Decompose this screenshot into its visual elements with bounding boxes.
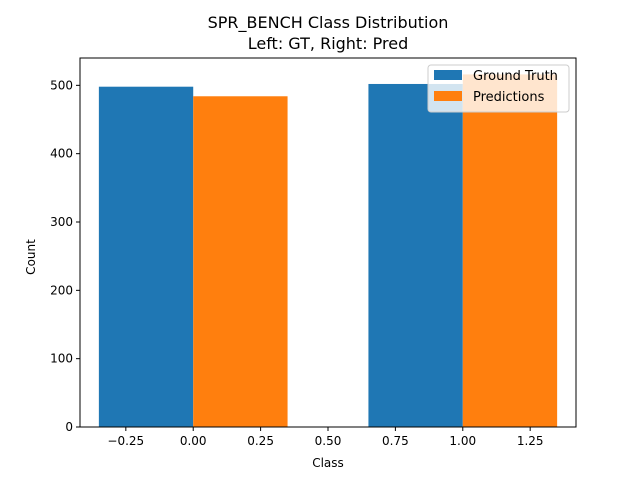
y-tick-label: 300	[50, 215, 73, 229]
x-tick-label: 0.25	[247, 434, 274, 448]
y-axis-label: Count	[24, 239, 38, 275]
bar-ground-truth-1	[368, 83, 463, 427]
chart-title: SPR_BENCH Class Distribution	[208, 13, 449, 33]
bars-group	[98, 74, 558, 428]
chart-subtitle: Left: GT, Right: Pred	[248, 34, 409, 53]
y-tick-label: 500	[50, 78, 73, 92]
legend-box	[427, 64, 570, 113]
x-tick-label: 0.75	[382, 434, 409, 448]
x-tick-label: 0.50	[315, 434, 342, 448]
y-tick-label: 0	[65, 420, 73, 434]
legend-label-predictions: Predictions	[473, 90, 545, 105]
y-tick-label: 200	[50, 283, 73, 297]
x-axis-ticks: −0.25 0.00 0.25 0.50 0.75 1.00 1.25	[107, 427, 544, 448]
legend: Ground Truth Predictions	[427, 64, 570, 113]
x-axis-label: Class	[312, 456, 344, 470]
y-tick-label: 100	[50, 352, 73, 366]
y-axis-ticks: 0 100 200 300 400 500	[50, 78, 80, 434]
y-tick-label: 400	[50, 147, 73, 161]
x-tick-label: 1.25	[517, 434, 544, 448]
bar-ground-truth-0	[98, 86, 194, 427]
x-tick-label: −0.25	[107, 434, 144, 448]
x-tick-label: 0.00	[180, 434, 207, 448]
legend-swatch-predictions	[434, 91, 462, 101]
legend-label-ground-truth: Ground Truth	[473, 69, 558, 84]
x-tick-label: 1.00	[449, 434, 476, 448]
bar-predictions-0	[193, 96, 288, 428]
legend-swatch-ground-truth	[434, 70, 462, 80]
bar-predictions-1	[462, 74, 558, 428]
